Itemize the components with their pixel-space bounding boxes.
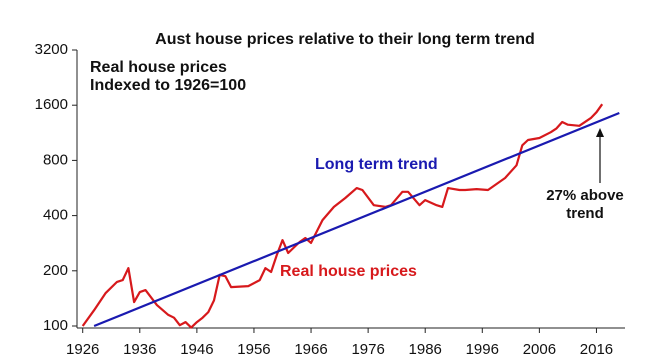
series-label: Real house prices bbox=[280, 263, 417, 280]
y-tick-label: 200 bbox=[43, 262, 68, 279]
gap-label: trend bbox=[566, 205, 604, 222]
x-tick-label: 1966 bbox=[294, 341, 327, 358]
trend-label: Long term trend bbox=[315, 156, 438, 173]
x-tick-label: 1976 bbox=[351, 341, 384, 358]
gap-label: 27% above bbox=[546, 187, 624, 204]
x-tick-label: 2006 bbox=[523, 341, 556, 358]
subtitle: Indexed to 1926=100 bbox=[90, 77, 246, 94]
series-line bbox=[81, 103, 604, 329]
x-tick-label: 1926 bbox=[66, 341, 99, 358]
x-tick-label: 2016 bbox=[580, 341, 613, 358]
x-tick-label: 1946 bbox=[180, 341, 213, 358]
x-tick-label: 1956 bbox=[237, 341, 270, 358]
x-tick-label: 1996 bbox=[466, 341, 499, 358]
y-tick-label: 1600 bbox=[35, 96, 68, 113]
subtitle: Real house prices bbox=[90, 59, 227, 76]
x-tick-label: 1936 bbox=[123, 341, 156, 358]
arrow-head bbox=[596, 128, 604, 137]
x-tick-label: 1986 bbox=[409, 341, 442, 358]
y-tick-label: 400 bbox=[43, 207, 68, 224]
y-tick-label: 800 bbox=[43, 151, 68, 168]
y-tick-label: 3200 bbox=[35, 41, 68, 58]
chart-title: Aust house prices relative to their long… bbox=[155, 31, 535, 48]
y-tick-label: 100 bbox=[43, 317, 68, 334]
series-line bbox=[93, 111, 620, 328]
